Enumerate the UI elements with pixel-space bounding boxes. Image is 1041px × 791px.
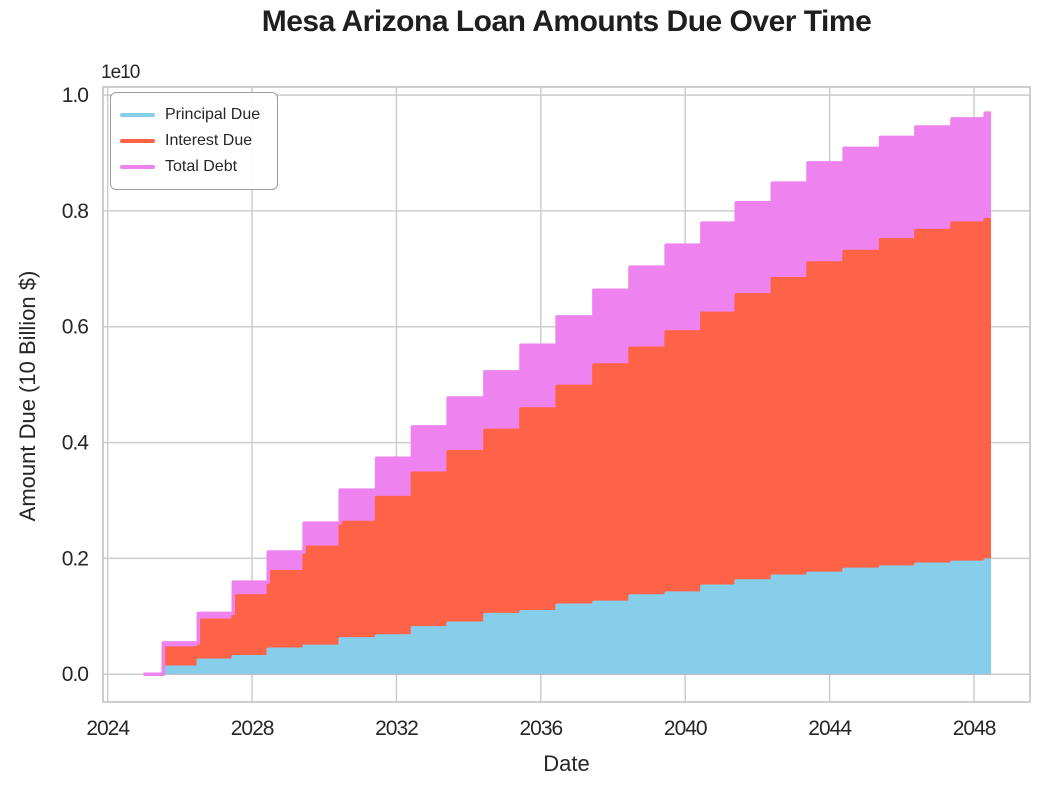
x-tick-label: 2024 xyxy=(86,717,130,740)
legend-label: Total Debt xyxy=(165,158,238,175)
y-tick-label: 1.0 xyxy=(62,84,89,107)
chart-title: Mesa Arizona Loan Amounts Due Over Time xyxy=(261,5,872,38)
y-tick-label: 0.6 xyxy=(62,316,89,339)
x-tick-label: 2044 xyxy=(808,717,852,740)
line-interest-due xyxy=(143,217,991,676)
y-tick-label: 0.8 xyxy=(62,200,89,223)
legend-line-swatch xyxy=(120,165,155,169)
y-tick-label: 0.2 xyxy=(62,547,89,570)
line-principal-due xyxy=(143,558,991,676)
legend-label: Interest Due xyxy=(165,132,253,149)
legend-item: Interest Due xyxy=(120,128,267,154)
area-interest-due xyxy=(143,219,992,675)
line-total-debt xyxy=(143,111,991,676)
x-tick-label: 2040 xyxy=(664,717,707,740)
legend-item: Principal Due xyxy=(120,102,267,128)
legend-line-swatch xyxy=(120,139,155,143)
x-tick-label: 2036 xyxy=(520,717,563,740)
y-axis-offset-text: 1e10 xyxy=(101,62,140,83)
legend-line-swatch xyxy=(120,113,155,117)
x-tick-label: 2032 xyxy=(375,717,418,740)
x-axis-label: Date xyxy=(543,751,590,776)
y-axis-label: Amount Due (10 Billion $) xyxy=(15,270,40,522)
legend-item: Total Debt xyxy=(120,154,267,180)
y-tick-label: 0.4 xyxy=(62,432,90,455)
x-tick-label: 2028 xyxy=(231,717,274,740)
area-principal-due xyxy=(143,560,992,675)
legend: Principal Due Interest Due Total Debt xyxy=(110,92,278,190)
legend-label: Principal Due xyxy=(165,106,261,123)
y-tick-label: 0.0 xyxy=(62,663,89,686)
x-tick-label: 2048 xyxy=(953,717,996,740)
axes-frame xyxy=(102,86,1031,703)
